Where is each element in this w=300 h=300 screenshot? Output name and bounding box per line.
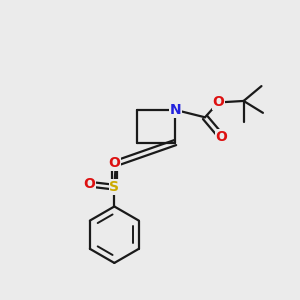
Text: O: O [215, 130, 227, 144]
Text: O: O [83, 177, 95, 191]
Text: N: N [169, 103, 181, 117]
Text: O: O [108, 156, 120, 170]
Text: O: O [212, 95, 224, 110]
Text: S: S [109, 180, 119, 194]
